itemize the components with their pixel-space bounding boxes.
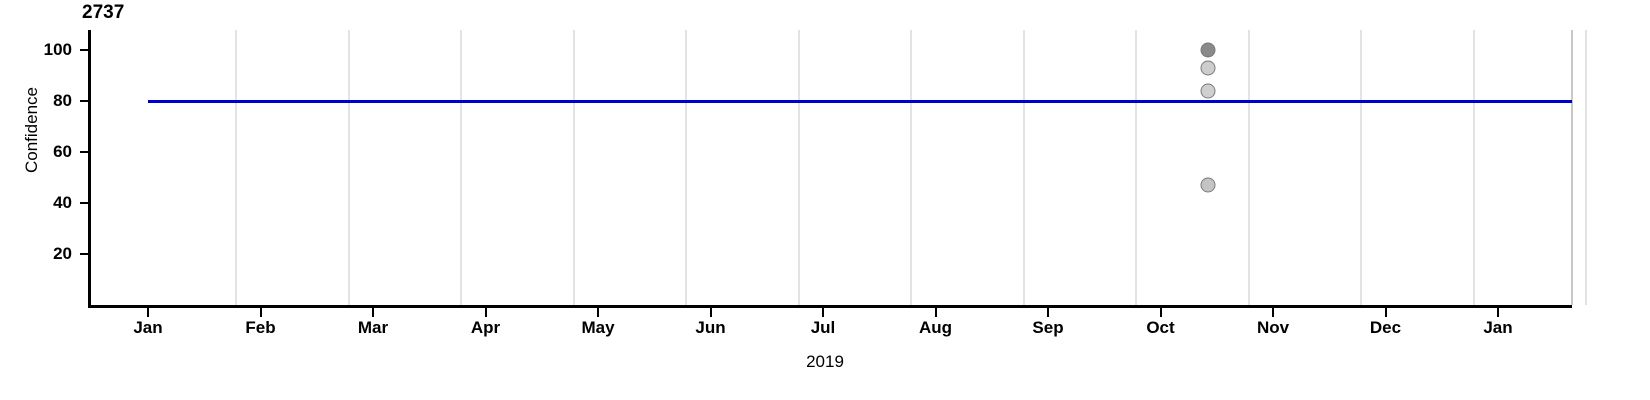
y-axis-tick-label: 100	[43, 40, 72, 60]
x-axis-tick-label: May	[581, 318, 615, 337]
gridline-vertical	[1135, 30, 1137, 305]
gridline-vertical	[1472, 30, 1475, 305]
x-axis-tick	[259, 308, 262, 317]
x-axis-tick-label: Apr	[470, 318, 501, 337]
x-axis-tick	[147, 308, 149, 317]
x-axis-tick	[597, 308, 599, 317]
data-point[interactable]	[1200, 42, 1216, 58]
plot-area	[88, 30, 1587, 305]
x-axis-tick	[1159, 308, 1162, 317]
gridline-vertical	[1022, 30, 1025, 305]
gridline-vertical	[347, 30, 350, 305]
x-axis-tick-label: Dec	[1369, 318, 1402, 337]
y-axis-tick	[80, 202, 88, 205]
x-axis-tick	[1047, 308, 1049, 317]
gridline-vertical	[235, 30, 237, 305]
y-axis-tick-label: 80	[53, 91, 72, 111]
data-point[interactable]	[1200, 60, 1216, 76]
x-axis-tick	[822, 308, 824, 317]
x-axis-line	[88, 305, 1572, 308]
gridline-vertical	[910, 30, 912, 305]
y-axis-line	[88, 30, 91, 305]
y-axis-tick	[80, 100, 88, 103]
x-axis-tick-label: Jul	[810, 318, 836, 337]
x-axis-tick	[709, 308, 712, 317]
x-axis-title: 2019	[806, 352, 844, 371]
x-axis-tick-label: Feb	[245, 318, 276, 337]
x-axis-tick-label: Nov	[1256, 318, 1290, 337]
x-axis-tick-label: Aug	[918, 318, 953, 337]
x-axis-tick	[484, 308, 487, 317]
x-axis-tick-label: Oct	[1146, 318, 1175, 337]
gridline-vertical	[1585, 30, 1587, 305]
data-point[interactable]	[1200, 177, 1216, 193]
gridline-vertical	[797, 30, 800, 305]
gridline-vertical	[572, 30, 575, 305]
x-axis-tick-label: Jan	[1483, 318, 1513, 337]
y-axis-tick	[80, 49, 88, 52]
plot-inner	[88, 30, 1587, 305]
confidence-threshold-line	[148, 100, 1572, 104]
gridline-vertical	[685, 30, 687, 305]
x-axis-tick	[1384, 308, 1387, 317]
x-axis-tick	[1272, 308, 1274, 317]
x-axis-tick-label: Jan	[133, 318, 163, 337]
x-axis-tick-label: Jun	[695, 318, 726, 337]
y-axis-title: Confidence	[22, 87, 41, 174]
y-axis-tick-label: 40	[53, 193, 72, 213]
x-axis-tick	[934, 308, 937, 317]
y-axis-tick	[80, 151, 88, 154]
plot-right-border	[1571, 30, 1573, 305]
chart-title: 2737	[82, 2, 125, 23]
data-point[interactable]	[1200, 83, 1216, 99]
y-axis-tick-label: 60	[53, 142, 72, 162]
x-axis-tick	[1497, 308, 1499, 317]
x-axis-tick	[372, 308, 374, 317]
y-axis-tick-label: 20	[53, 244, 72, 264]
x-axis-tick-label: Mar	[357, 318, 389, 337]
x-axis-tick-label: Sep	[1032, 318, 1064, 337]
gridline-vertical	[1247, 30, 1250, 305]
gridline-vertical	[460, 30, 462, 305]
gridline-vertical	[1360, 30, 1362, 305]
y-axis-tick	[80, 253, 88, 256]
